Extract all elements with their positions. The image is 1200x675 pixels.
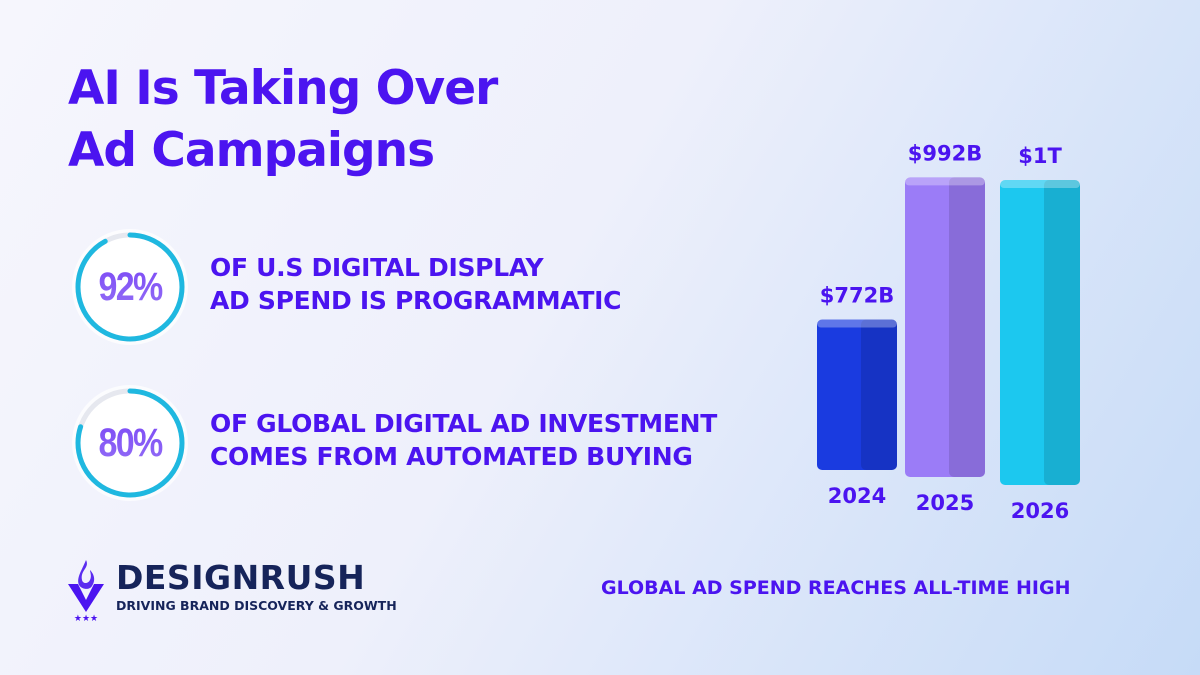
stat-description: OF U.S DIGITAL DISPLAY AD SPEND IS PROGR… [210, 251, 622, 317]
brand-tagline: DRIVING BRAND DISCOVERY & GROWTH [116, 598, 397, 613]
bar-2026 [1000, 180, 1080, 485]
progress-ring [72, 229, 188, 345]
progress-arc [75, 232, 185, 342]
bar-top [1000, 180, 1080, 188]
category-label: 2024 [828, 484, 886, 508]
bar-top [817, 319, 897, 328]
stat-line: OF U.S DIGITAL DISPLAY [210, 253, 544, 282]
designrush-logo: ★★★ DESIGNRUSH DRIVING BRAND DISCOVERY &… [66, 556, 397, 626]
progress-arc [75, 388, 185, 498]
stat-automated: 80% OF GLOBAL DIGITAL AD INVESTMENT COME… [70, 383, 770, 503]
bar-top [905, 177, 985, 186]
page-title: AI Is Taking Over Ad Campaigns [68, 58, 498, 182]
stat-programmatic: 92% OF U.S DIGITAL DISPLAY AD SPEND IS P… [70, 227, 770, 347]
category-label: 2026 [1011, 499, 1069, 523]
svg-text:★★★: ★★★ [74, 614, 98, 622]
stat-line: OF GLOBAL DIGITAL AD INVESTMENT [210, 409, 717, 438]
progress-ring [72, 385, 188, 501]
value-label: $992B [908, 141, 982, 165]
stat-line: COMES FROM AUTOMATED BUYING [210, 442, 693, 471]
stat-line: AD SPEND IS PROGRAMMATIC [210, 286, 622, 315]
value-label: $772B [820, 284, 894, 308]
value-label: $1T [1018, 144, 1062, 168]
bar-shade [1044, 180, 1080, 485]
category-label: 2025 [916, 491, 974, 515]
ad-spend-chart: $772B 2024 $992B 2025 $1T 2026 [817, 141, 1080, 523]
brand-name: DESIGNRUSH [116, 558, 366, 597]
stat-value: 80% [79, 383, 181, 503]
flame-shield-icon: ★★★ [68, 560, 104, 622]
bar-shade [949, 177, 985, 477]
title-line-1: AI Is Taking Over [68, 61, 498, 116]
stat-value: 92% [79, 227, 181, 347]
chart-caption: GLOBAL AD SPEND REACHES ALL-TIME HIGH [601, 577, 1071, 599]
bar-2024 [817, 319, 897, 470]
bar-shade [861, 319, 897, 470]
stat-description: OF GLOBAL DIGITAL AD INVESTMENT COMES FR… [210, 407, 717, 473]
bar-2025 [905, 177, 985, 477]
title-line-2: Ad Campaigns [68, 123, 435, 178]
